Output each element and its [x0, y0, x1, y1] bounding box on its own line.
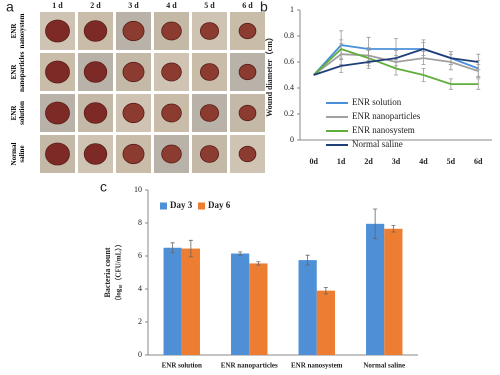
wound	[83, 61, 108, 83]
x-tick-label: 5d	[447, 157, 456, 166]
line	[313, 47, 479, 85]
bar	[249, 263, 268, 355]
y-tick-label: 4	[138, 284, 142, 293]
wound	[122, 20, 145, 42]
x-tick-label: ENR nanoparticles	[221, 362, 278, 370]
bar	[298, 260, 317, 355]
wound	[45, 19, 70, 43]
row-label: ENR solution	[10, 101, 26, 125]
column-label: 5 d	[204, 1, 215, 10]
y-tick-label: 0	[290, 135, 294, 144]
column-label: 4 d	[166, 1, 177, 10]
x-tick-label: 1d	[337, 157, 346, 166]
error-bar	[305, 254, 310, 266]
error-bar	[323, 286, 328, 295]
wound	[161, 62, 182, 82]
legend-swatch	[198, 202, 205, 210]
y-tick-label: 0	[138, 350, 142, 359]
wound	[122, 61, 145, 83]
wound	[161, 21, 182, 41]
wound	[161, 144, 182, 164]
legend-label: ENR nanosystem	[352, 125, 415, 135]
wound	[199, 22, 220, 40]
row-label: ENR nanosystem	[10, 13, 26, 49]
y-tick-label: 0.2	[284, 109, 294, 118]
wound	[45, 142, 70, 166]
y-tick-label: 0.8	[284, 31, 294, 40]
y-tick-label: 2	[138, 317, 142, 326]
wound	[83, 143, 108, 165]
wound	[45, 101, 70, 125]
column-label: 6 d	[242, 1, 253, 10]
panel-label: a	[6, 0, 14, 15]
wound	[122, 102, 145, 124]
y-axis-label: Bacteria count	[103, 247, 112, 297]
y-tick-label: 6	[138, 251, 142, 260]
y-axis-sublabel: （log₁₀（CFU/mL））	[115, 240, 123, 304]
panel-label: c	[100, 179, 107, 195]
wound	[199, 63, 220, 81]
wound	[122, 143, 145, 165]
wound	[238, 145, 257, 163]
y-tick-label: 10	[134, 185, 142, 194]
legend-label: ENR nanoparticles	[352, 111, 421, 121]
error-bar	[256, 261, 261, 266]
x-tick-label: 4d	[419, 157, 428, 166]
wound	[45, 60, 70, 84]
error-bar	[391, 225, 396, 233]
error-bar	[476, 78, 481, 90]
column-label: 1 d	[52, 1, 63, 10]
bar	[316, 290, 335, 355]
column-label: 3 d	[128, 1, 139, 10]
y-tick-label: 8	[138, 218, 142, 227]
wound	[83, 102, 108, 124]
x-tick-label: 2d	[364, 157, 373, 166]
column-label: 2 d	[90, 1, 101, 10]
y-tick-label: 0.6	[284, 57, 294, 66]
wound	[199, 104, 220, 122]
x-tick-label: 0d	[309, 157, 318, 166]
wound	[161, 103, 182, 123]
y-tick-label: 0.4	[284, 83, 294, 92]
wound	[238, 104, 257, 122]
row-label: ENR nanoparticles	[10, 51, 26, 92]
error-bar	[476, 53, 481, 71]
x-tick-label: ENR nanosystem	[291, 362, 343, 370]
bar	[366, 223, 385, 355]
error-bar	[170, 242, 175, 254]
wound	[238, 63, 257, 81]
error-bar	[373, 208, 378, 240]
bar	[181, 248, 200, 355]
legend-label: Normal saline	[352, 139, 403, 149]
row-label: Normal saline	[10, 142, 26, 166]
legend-label: Day 3	[170, 200, 193, 210]
panel-label: b	[260, 0, 268, 15]
legend-label: ENR solution	[352, 97, 402, 107]
x-tick-label: Normal saline	[363, 362, 405, 370]
line	[313, 48, 479, 76]
legend-swatch	[160, 202, 167, 210]
bar	[384, 228, 403, 355]
y-tick-label: 1	[290, 5, 294, 14]
error-bar	[188, 239, 193, 258]
y-axis-label: Wound diameter（cm）	[264, 33, 274, 117]
x-tick-label: 3d	[392, 157, 401, 166]
x-tick-label: 6d	[474, 157, 483, 166]
bar	[231, 253, 250, 355]
wound	[238, 22, 257, 40]
x-tick-label: ENR solution	[162, 362, 202, 370]
legend-label: Day 6	[208, 200, 231, 210]
error-bar	[238, 251, 243, 256]
bar	[163, 247, 182, 355]
wound	[199, 145, 220, 163]
wound	[83, 20, 108, 42]
